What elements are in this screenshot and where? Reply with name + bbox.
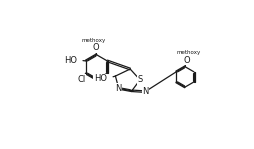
Text: N: N — [116, 84, 122, 93]
Text: N: N — [142, 87, 148, 96]
Text: O: O — [92, 44, 99, 52]
Text: methoxy: methoxy — [82, 38, 106, 43]
Text: S: S — [137, 75, 143, 84]
Text: HO: HO — [64, 56, 77, 65]
Text: Cl: Cl — [77, 75, 86, 84]
Text: methoxy: methoxy — [176, 50, 200, 55]
Text: O: O — [183, 56, 190, 65]
Text: HO: HO — [94, 74, 107, 83]
